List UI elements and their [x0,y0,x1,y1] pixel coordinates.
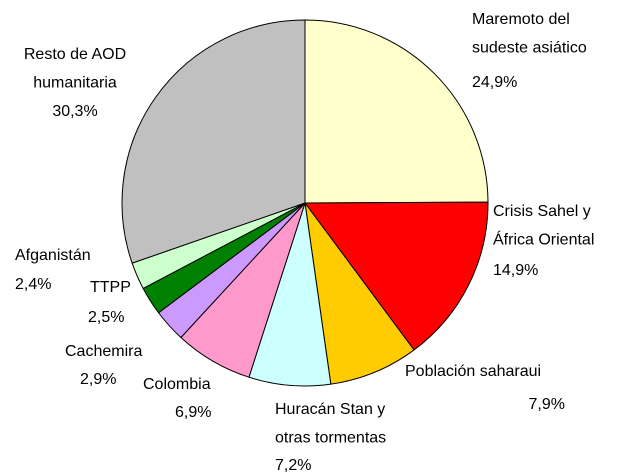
slice-label: Crisis Sahel y [493,203,591,220]
value-label: 7,9% [529,396,565,413]
slice-label: TTPP [90,279,131,296]
pie-slice [304,201,489,351]
value-label: 30,3% [52,103,97,120]
value-label: 2,4% [15,276,51,293]
slice-label: Huracán Stan y [275,401,385,418]
value-label: 24,9% [472,74,517,91]
slice-label: Afganistán [15,247,91,264]
value-label: 2,5% [88,309,124,326]
slice-label: Población saharaui [405,363,541,380]
slice-label: Colombia [143,376,211,393]
value-label: 14,9% [493,262,538,279]
slice-label: Maremoto del [472,11,570,28]
slice-label: sudeste asiático [472,40,587,57]
slice-label: Resto de AOD [24,46,126,63]
value-label: 2,9% [80,371,116,388]
slice-label: otras tormentas [275,430,386,447]
slice-label: África Oriental [493,230,594,249]
pie-slice [304,19,489,204]
slice-label: humanitaria [33,75,117,92]
pie-slice [121,19,306,264]
pie-slice [304,202,415,385]
value-label: 7,2% [275,457,311,474]
slice-label: Cachemira [65,343,142,360]
value-label: 6,9% [175,404,211,421]
